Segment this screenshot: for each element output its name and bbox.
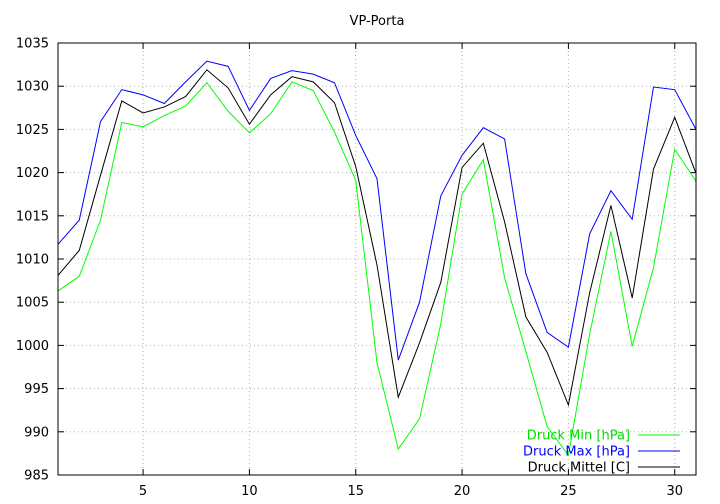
y-tick-labels: 985 990 995 1000 1005 1010 1015 1020 1025 1030 103… xyxy=(16,37,49,484)
y-tick-label: 1020 xyxy=(16,166,49,181)
x-tick-label: 30 xyxy=(666,484,683,499)
y-tick-label: 1025 xyxy=(16,123,49,138)
x-tick-labels: 5 10 15 20 25 30 xyxy=(139,484,683,499)
x-tick-label: 10 xyxy=(241,484,258,499)
grid xyxy=(58,43,696,475)
legend-label-druck-mittel-c: Druck Mittel [C] xyxy=(528,461,630,476)
axis-ticks xyxy=(58,42,696,476)
series-line-druck-mittel-c xyxy=(57,69,697,407)
y-tick-label: 1000 xyxy=(16,339,49,354)
y-tick-label: 1030 xyxy=(16,80,49,95)
y-tick-label: 1010 xyxy=(16,253,49,268)
series-line-druck-max-hpa xyxy=(57,60,697,361)
y-tick-label: 995 xyxy=(24,382,49,397)
y-tick-label: 1015 xyxy=(16,209,49,224)
y-tick-label: 1005 xyxy=(16,296,49,311)
chart-title: VP-Porta xyxy=(350,14,405,29)
series-lines xyxy=(57,60,697,457)
plot-frame xyxy=(57,42,697,476)
y-tick-label: 1035 xyxy=(16,37,49,52)
legend-label-druck-min-hpa: Druck Min [hPa] xyxy=(527,429,630,444)
series-line-druck-min-hpa xyxy=(57,81,697,457)
legend: Druck Min [hPa]Druck Max [hPa]Druck Mitt… xyxy=(523,429,680,476)
x-tick-label: 25 xyxy=(560,484,577,499)
y-tick-label: 990 xyxy=(24,425,49,440)
x-tick-label: 15 xyxy=(347,484,364,499)
x-tick-label: 5 xyxy=(139,484,147,499)
y-tick-label: 985 xyxy=(24,469,49,484)
legend-label-druck-max-hpa: Druck Max [hPa] xyxy=(523,445,630,460)
x-tick-label: 20 xyxy=(454,484,471,499)
